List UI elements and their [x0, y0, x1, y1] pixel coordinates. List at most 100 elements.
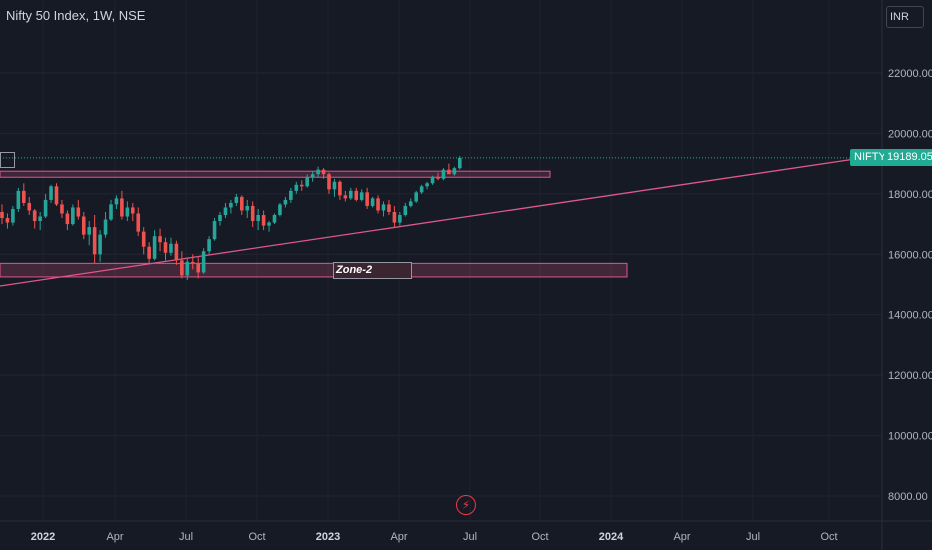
price-tick-label: 20000.00 — [888, 128, 932, 140]
time-tick-label: Oct — [531, 531, 548, 543]
candle-body — [65, 213, 70, 225]
candle-body — [125, 207, 130, 217]
candle-body — [441, 169, 446, 179]
candle-body — [436, 177, 440, 179]
candle-body — [370, 198, 375, 206]
grid-lines — [0, 72, 882, 497]
candle-body — [381, 204, 386, 211]
candle-body — [403, 205, 408, 216]
candle-body — [229, 202, 233, 208]
last-price-label: 19189.05 — [884, 149, 932, 166]
candle-body — [250, 205, 255, 222]
candle-body — [392, 211, 397, 223]
candle-body — [190, 261, 195, 264]
trendline — [0, 154, 883, 287]
candle-body — [169, 243, 173, 253]
candle-body — [414, 192, 418, 202]
symbol-tag: NIFTY — [850, 149, 890, 166]
candle-body — [272, 215, 277, 223]
candle-body — [141, 231, 146, 247]
price-tick-label: 22000.00 — [888, 68, 932, 80]
candle-body — [408, 201, 413, 206]
candle-body — [316, 169, 320, 175]
candle-body — [196, 263, 200, 273]
candle-body — [458, 157, 462, 169]
candle-body — [261, 215, 266, 226]
time-tick-label: Apr — [390, 531, 407, 543]
candlesticks — [0, 156, 462, 280]
price-tick-label: 14000.00 — [888, 310, 932, 322]
candle-body — [278, 204, 282, 216]
chart-title: Nifty 50 Index, 1W, NSE — [6, 8, 146, 23]
candle-body — [245, 205, 250, 211]
time-tick-label: Oct — [820, 531, 837, 543]
time-tick-label: 2022 — [31, 531, 55, 543]
time-axis[interactable]: 2022 Apr Jul Oct 2023 Apr Jul Oct 2024 Apr Jul Oct — [0, 520, 932, 543]
candle-body — [283, 199, 288, 205]
candle-body — [54, 186, 59, 205]
candle-body — [343, 195, 348, 199]
candle-body — [338, 181, 342, 196]
time-tick-label: Jul — [179, 531, 193, 543]
currency-selector[interactable]: INR — [886, 6, 924, 28]
candle-body — [103, 219, 108, 235]
candle-body — [447, 169, 451, 175]
candle-body — [387, 204, 391, 212]
candle-body — [327, 174, 331, 190]
candle-body — [136, 213, 141, 232]
candle-body — [354, 190, 359, 200]
candle-body — [11, 208, 15, 223]
candle-body — [131, 207, 135, 214]
flash-icon[interactable]: ⚡ — [456, 495, 476, 515]
time-tick-label: 2023 — [316, 531, 340, 543]
time-tick-label: 2024 — [599, 531, 624, 543]
candle-body — [359, 192, 364, 200]
candle-body — [425, 183, 429, 187]
candle-body — [27, 202, 32, 211]
candle-body — [240, 196, 244, 211]
candle-body — [430, 177, 435, 184]
candle-body — [256, 215, 260, 222]
candle-body — [158, 236, 162, 243]
candle-body — [0, 211, 4, 219]
candle-body — [120, 198, 124, 217]
candle-body — [43, 199, 48, 217]
candle-body — [98, 234, 102, 255]
support-zone-2 — [0, 262, 628, 278]
candle-body — [185, 261, 190, 276]
candle-body — [81, 216, 86, 235]
price-tick-label: 18000.00 — [888, 189, 932, 201]
candle-body — [305, 177, 309, 187]
candle-body — [223, 207, 228, 216]
candle-body — [365, 192, 369, 206]
candle-body — [299, 184, 304, 187]
candle-body — [152, 236, 157, 259]
candle-body — [310, 174, 315, 178]
resistance-zone — [0, 170, 551, 178]
candle-body — [109, 204, 113, 220]
candle-body — [212, 221, 217, 240]
candle-body — [16, 190, 21, 209]
candle-body — [321, 169, 326, 175]
candle-body — [267, 222, 271, 226]
candle-body — [398, 215, 402, 223]
price-axis[interactable]: 22000.00 20000.00 18000.00 16000.00 14000.00… — [881, 0, 932, 550]
candle-body — [218, 215, 222, 222]
candle-body — [174, 243, 179, 261]
time-tick-label: Jul — [746, 531, 760, 543]
candle-body — [147, 246, 151, 259]
price-tick-label: 8000.00 — [888, 491, 928, 503]
candle-body — [201, 251, 206, 273]
drawing-handle-box[interactable] — [0, 152, 15, 168]
candle-body — [180, 260, 184, 276]
zone-label[interactable]: Zone-2 — [333, 262, 412, 279]
candle-body — [452, 168, 457, 175]
candle-body — [419, 186, 424, 193]
candle-body — [289, 190, 293, 200]
candle-body — [32, 210, 37, 222]
candle-body — [376, 198, 380, 211]
candle-body — [87, 227, 91, 235]
price-tick-label: 12000.00 — [888, 370, 932, 382]
price-tick-label: 10000.00 — [888, 431, 932, 443]
